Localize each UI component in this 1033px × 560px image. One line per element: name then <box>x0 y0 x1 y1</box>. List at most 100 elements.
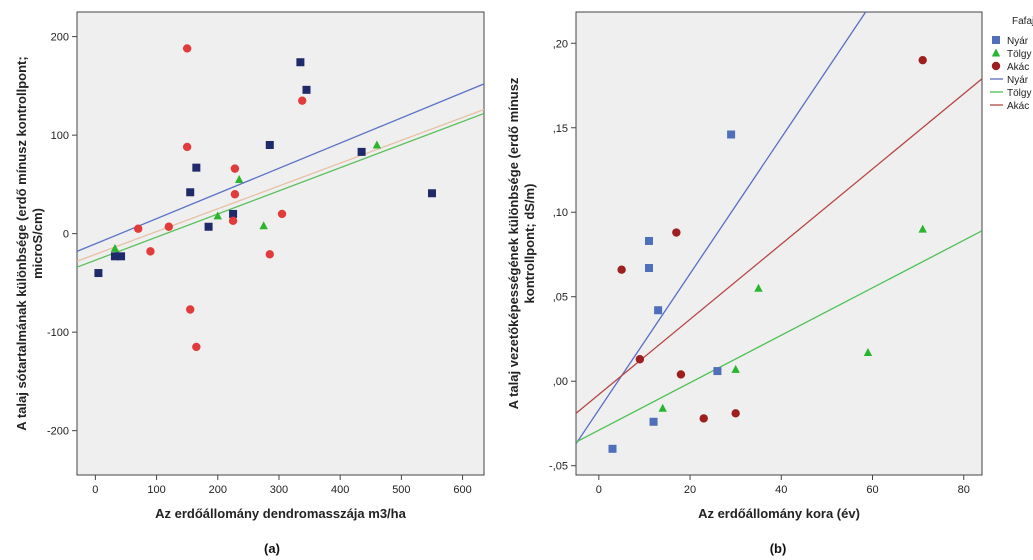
data-point-square <box>644 236 653 245</box>
legend-swatch-circle <box>991 61 1001 71</box>
data-point-triangle <box>731 364 740 373</box>
legend-swatch-square <box>992 36 1000 44</box>
legend-label: Nyár <box>1007 36 1029 47</box>
fit-line-tlgy <box>77 112 484 268</box>
data-points <box>608 55 927 453</box>
legend-swatch-triangle <box>991 48 1001 57</box>
data-point-square <box>654 306 663 315</box>
x-tick-label: 200 <box>209 484 227 496</box>
data-point-square <box>644 264 653 273</box>
legend-label: Tölgy <box>1007 49 1031 60</box>
y-tick-label: -100 <box>47 327 69 339</box>
data-point-circle <box>731 409 740 418</box>
data-point-circle <box>230 190 240 199</box>
x-tick-label: 20 <box>684 484 696 496</box>
data-point-circle <box>672 228 681 237</box>
data-point-triangle <box>658 403 667 412</box>
chart-panel-b: 0 20 40 60 80 -,05 ,00 ,05 ,10 ,15 ,20 Az erdőállom… <box>506 11 1033 521</box>
fit-line-nyr <box>576 12 867 445</box>
legend-label: Akác <box>1007 62 1029 73</box>
data-point-circle <box>918 55 927 65</box>
data-point-circle <box>164 222 174 231</box>
data-point-circle <box>298 96 307 105</box>
y-tick-label: ,10 <box>553 207 568 219</box>
legend-title: Fafaj <box>1012 16 1033 27</box>
legend-label: Akác <box>1007 101 1029 112</box>
y-tick-label: 0 <box>63 229 69 241</box>
legend: Fafaj Nyár Tölgy Akác Nyár Tölgy Akác <box>990 16 1033 112</box>
x-tick-label: 500 <box>392 484 410 496</box>
data-point-triangle <box>863 347 873 356</box>
data-point-circle <box>699 414 708 423</box>
data-point-circle <box>676 370 686 379</box>
x-tick-label: 400 <box>331 484 349 496</box>
y-tick-label: 100 <box>51 130 69 142</box>
data-point-circle <box>134 224 143 233</box>
y-axis-label: A talaj sótartalmának különbsége (erdő m… <box>14 56 45 430</box>
data-point-triangle <box>372 140 382 149</box>
data-point-circle <box>186 305 195 314</box>
data-point-triangle <box>213 211 222 220</box>
data-point-square <box>94 269 103 278</box>
data-point-triangle <box>754 283 763 292</box>
fit-line-nyr <box>77 83 484 252</box>
y-axis-label-line: kontrollpont; dS/m) <box>522 184 537 304</box>
plot-area <box>76 11 485 476</box>
data-point-circle <box>617 265 626 274</box>
data-point-square <box>427 189 436 198</box>
data-point-circle <box>265 250 274 259</box>
data-point-circle <box>228 216 238 226</box>
y-tick-label: ,05 <box>553 292 568 304</box>
data-point-square <box>649 417 658 426</box>
data-point-circle <box>635 355 645 364</box>
x-tick-label: 600 <box>453 484 471 496</box>
data-point-square <box>186 188 195 197</box>
fit-line-tlgy <box>576 230 982 443</box>
y-axis-label-line: A talaj sótartalmának különbsége (erdő m… <box>14 56 29 430</box>
x-tick-label: 0 <box>596 484 602 496</box>
legend-label: Tölgy <box>1007 88 1031 99</box>
data-point-square <box>608 444 617 453</box>
legend-label: Nyár <box>1007 75 1029 86</box>
data-point-square <box>117 252 126 261</box>
data-points <box>94 44 436 352</box>
data-point-square <box>265 140 274 149</box>
data-point-square <box>302 85 311 94</box>
x-tick-label: 40 <box>775 484 787 496</box>
plot-area <box>575 11 983 476</box>
y-tick-label: 200 <box>51 32 69 44</box>
y-axis-label: A talaj vezetőképességének különbsége (e… <box>506 77 537 409</box>
data-point-circle <box>277 209 287 219</box>
data-point-circle <box>192 342 201 352</box>
y-tick-label: ,20 <box>553 38 568 50</box>
data-point-square <box>229 209 238 218</box>
y-tick-label: -200 <box>47 426 69 438</box>
data-point-square <box>713 367 722 376</box>
x-axis-label: Az erdőállomány kora (év) <box>698 506 860 521</box>
data-point-square <box>357 147 366 156</box>
caption-a: (a) <box>264 541 280 556</box>
fit-lines <box>77 83 484 268</box>
chart-panel-a: 0 100 200 300 400 500 600 -200 -100 0 100 200 Az erd… <box>14 11 485 521</box>
data-point-circle <box>146 247 155 256</box>
x-tick-label: 80 <box>958 484 970 496</box>
data-point-triangle <box>234 174 244 183</box>
data-point-triangle <box>918 224 927 233</box>
data-point-circle <box>230 164 240 173</box>
caption-b: (b) <box>770 541 787 556</box>
data-point-square <box>110 252 119 261</box>
y-axis-label-line: microS/cm) <box>30 208 45 279</box>
y-axis-label-line: A talaj vezetőképességének különbsége (e… <box>506 77 521 409</box>
x-axis-label: Az erdőállomány dendromasszája m3/ha <box>155 506 406 521</box>
data-point-circle <box>182 142 192 152</box>
y-tick-label: -,05 <box>549 461 568 473</box>
x-tick-label: 0 <box>92 484 98 496</box>
data-point-circle <box>182 44 192 53</box>
data-point-square <box>296 58 305 67</box>
x-tick-label: 60 <box>866 484 878 496</box>
x-tick-label: 100 <box>147 484 165 496</box>
fit-line-akc <box>77 108 484 262</box>
x-tick-label: 300 <box>270 484 288 496</box>
y-tick-label: ,15 <box>553 123 568 135</box>
